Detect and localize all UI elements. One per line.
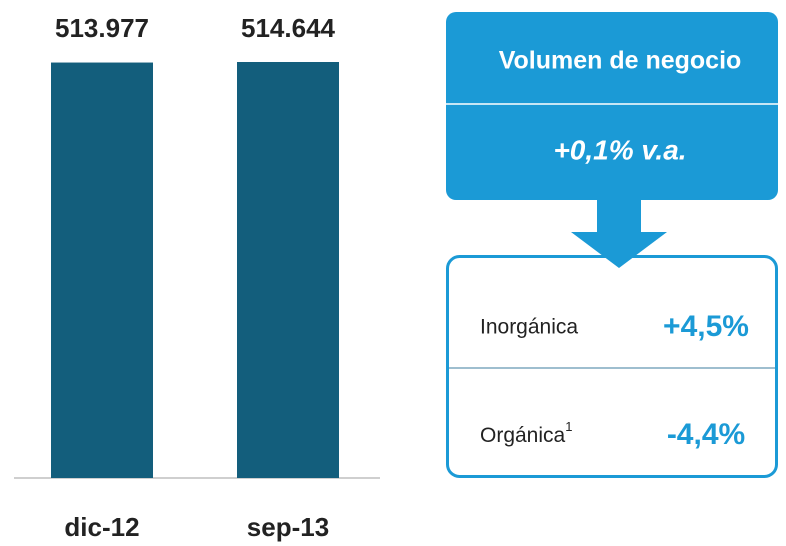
panel-title: Volumen de negocio	[499, 47, 742, 75]
bar	[51, 62, 153, 478]
value-label: 514.644	[241, 13, 336, 43]
item-label-text: Orgánica	[480, 424, 566, 447]
arrow	[571, 198, 667, 268]
x-tick-label: dic-12	[64, 512, 139, 542]
value-label: 513.977	[55, 13, 149, 43]
panel-subtitle: +0,1% v.a.	[553, 134, 686, 165]
headline-box	[446, 12, 778, 200]
item-value: -4,4%	[667, 418, 745, 451]
item-label: Inorgánica	[480, 316, 578, 339]
item-value: +4,5%	[663, 310, 749, 343]
x-tick-label: sep-13	[247, 512, 329, 542]
bar	[237, 62, 339, 478]
item-superscript: 1	[565, 419, 572, 434]
item-label: Orgánica1	[480, 419, 572, 446]
